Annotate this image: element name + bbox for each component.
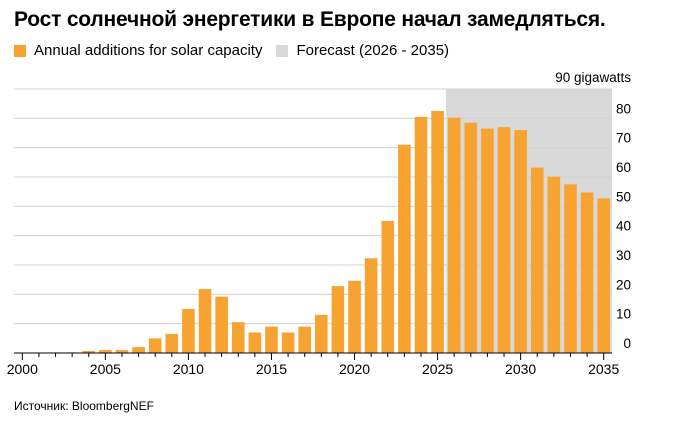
bar-2004 xyxy=(82,350,96,353)
bar-2034 xyxy=(580,192,594,353)
x-tick-label-2030: 2030 xyxy=(505,361,536,377)
bar-2030 xyxy=(514,130,527,353)
x-tick-label-2025: 2025 xyxy=(422,361,453,377)
source-note: Источник: BloombergNEF xyxy=(14,399,154,413)
x-tick-label-2020: 2020 xyxy=(339,361,370,377)
bar-2016 xyxy=(281,332,295,353)
legend-label-forecast: Forecast (2026 - 2035) xyxy=(296,42,450,59)
bar-2019 xyxy=(331,286,345,353)
bar-2009 xyxy=(165,333,179,353)
bar-2022 xyxy=(381,221,395,353)
bar-2023 xyxy=(398,144,411,353)
bar-2026 xyxy=(447,117,461,353)
x-tick-label-2010: 2010 xyxy=(173,361,204,377)
y-tick-label-20: 20 xyxy=(616,277,631,292)
bar-2031 xyxy=(530,167,544,353)
bar-2035 xyxy=(597,198,611,353)
bar-2018 xyxy=(314,314,328,353)
legend-swatch-forecast xyxy=(276,44,289,57)
bar-2029 xyxy=(497,127,511,353)
x-tick-label-2015: 2015 xyxy=(256,361,287,377)
bar-2008 xyxy=(148,338,162,353)
bar-2027 xyxy=(464,122,478,353)
x-tick-label-2005: 2005 xyxy=(90,361,121,377)
y-tick-label-30: 30 xyxy=(616,248,631,263)
y-tick-label-10: 10 xyxy=(616,307,631,322)
legend-item-actual: Annual additions for solar capacity xyxy=(14,42,262,59)
bar-2010 xyxy=(182,309,195,353)
x-tick-label-2035: 2035 xyxy=(588,361,619,377)
y-tick-label-0: 0 xyxy=(623,336,631,351)
x-tick-label-2000: 2000 xyxy=(7,361,38,377)
bar-2025 xyxy=(431,111,444,353)
bar-2021 xyxy=(364,258,378,353)
y-tick-label-40: 40 xyxy=(616,219,631,234)
bar-2005 xyxy=(99,350,112,353)
bar-2015 xyxy=(265,326,278,353)
y-tick-label-70: 70 xyxy=(616,131,631,146)
bar-2006 xyxy=(115,350,129,353)
bar-2007 xyxy=(132,347,145,353)
legend: Annual additions for solar capacity Fore… xyxy=(14,42,463,59)
y-tick-label-60: 60 xyxy=(616,160,631,175)
y-tick-label-80: 80 xyxy=(616,101,631,116)
y-tick-label-50: 50 xyxy=(616,189,631,204)
bar-2014 xyxy=(248,332,262,353)
bar-2011 xyxy=(198,289,212,353)
y-unit-label: 90 gigawatts xyxy=(555,70,631,85)
bar-2033 xyxy=(564,184,577,353)
chart-title: Рост солнечной энергетики в Европе начал… xyxy=(14,8,606,31)
legend-swatch-actual xyxy=(14,44,26,57)
legend-label-actual: Annual additions for solar capacity xyxy=(34,42,263,59)
bar-2028 xyxy=(481,128,494,353)
bar-2020 xyxy=(348,280,361,353)
legend-item-forecast: Forecast (2026 - 2035) xyxy=(276,42,449,59)
bar-2013 xyxy=(231,322,245,353)
bar-2012 xyxy=(215,296,228,353)
bar-2017 xyxy=(298,326,312,353)
bar-2032 xyxy=(547,176,561,353)
bar-2024 xyxy=(414,116,428,353)
